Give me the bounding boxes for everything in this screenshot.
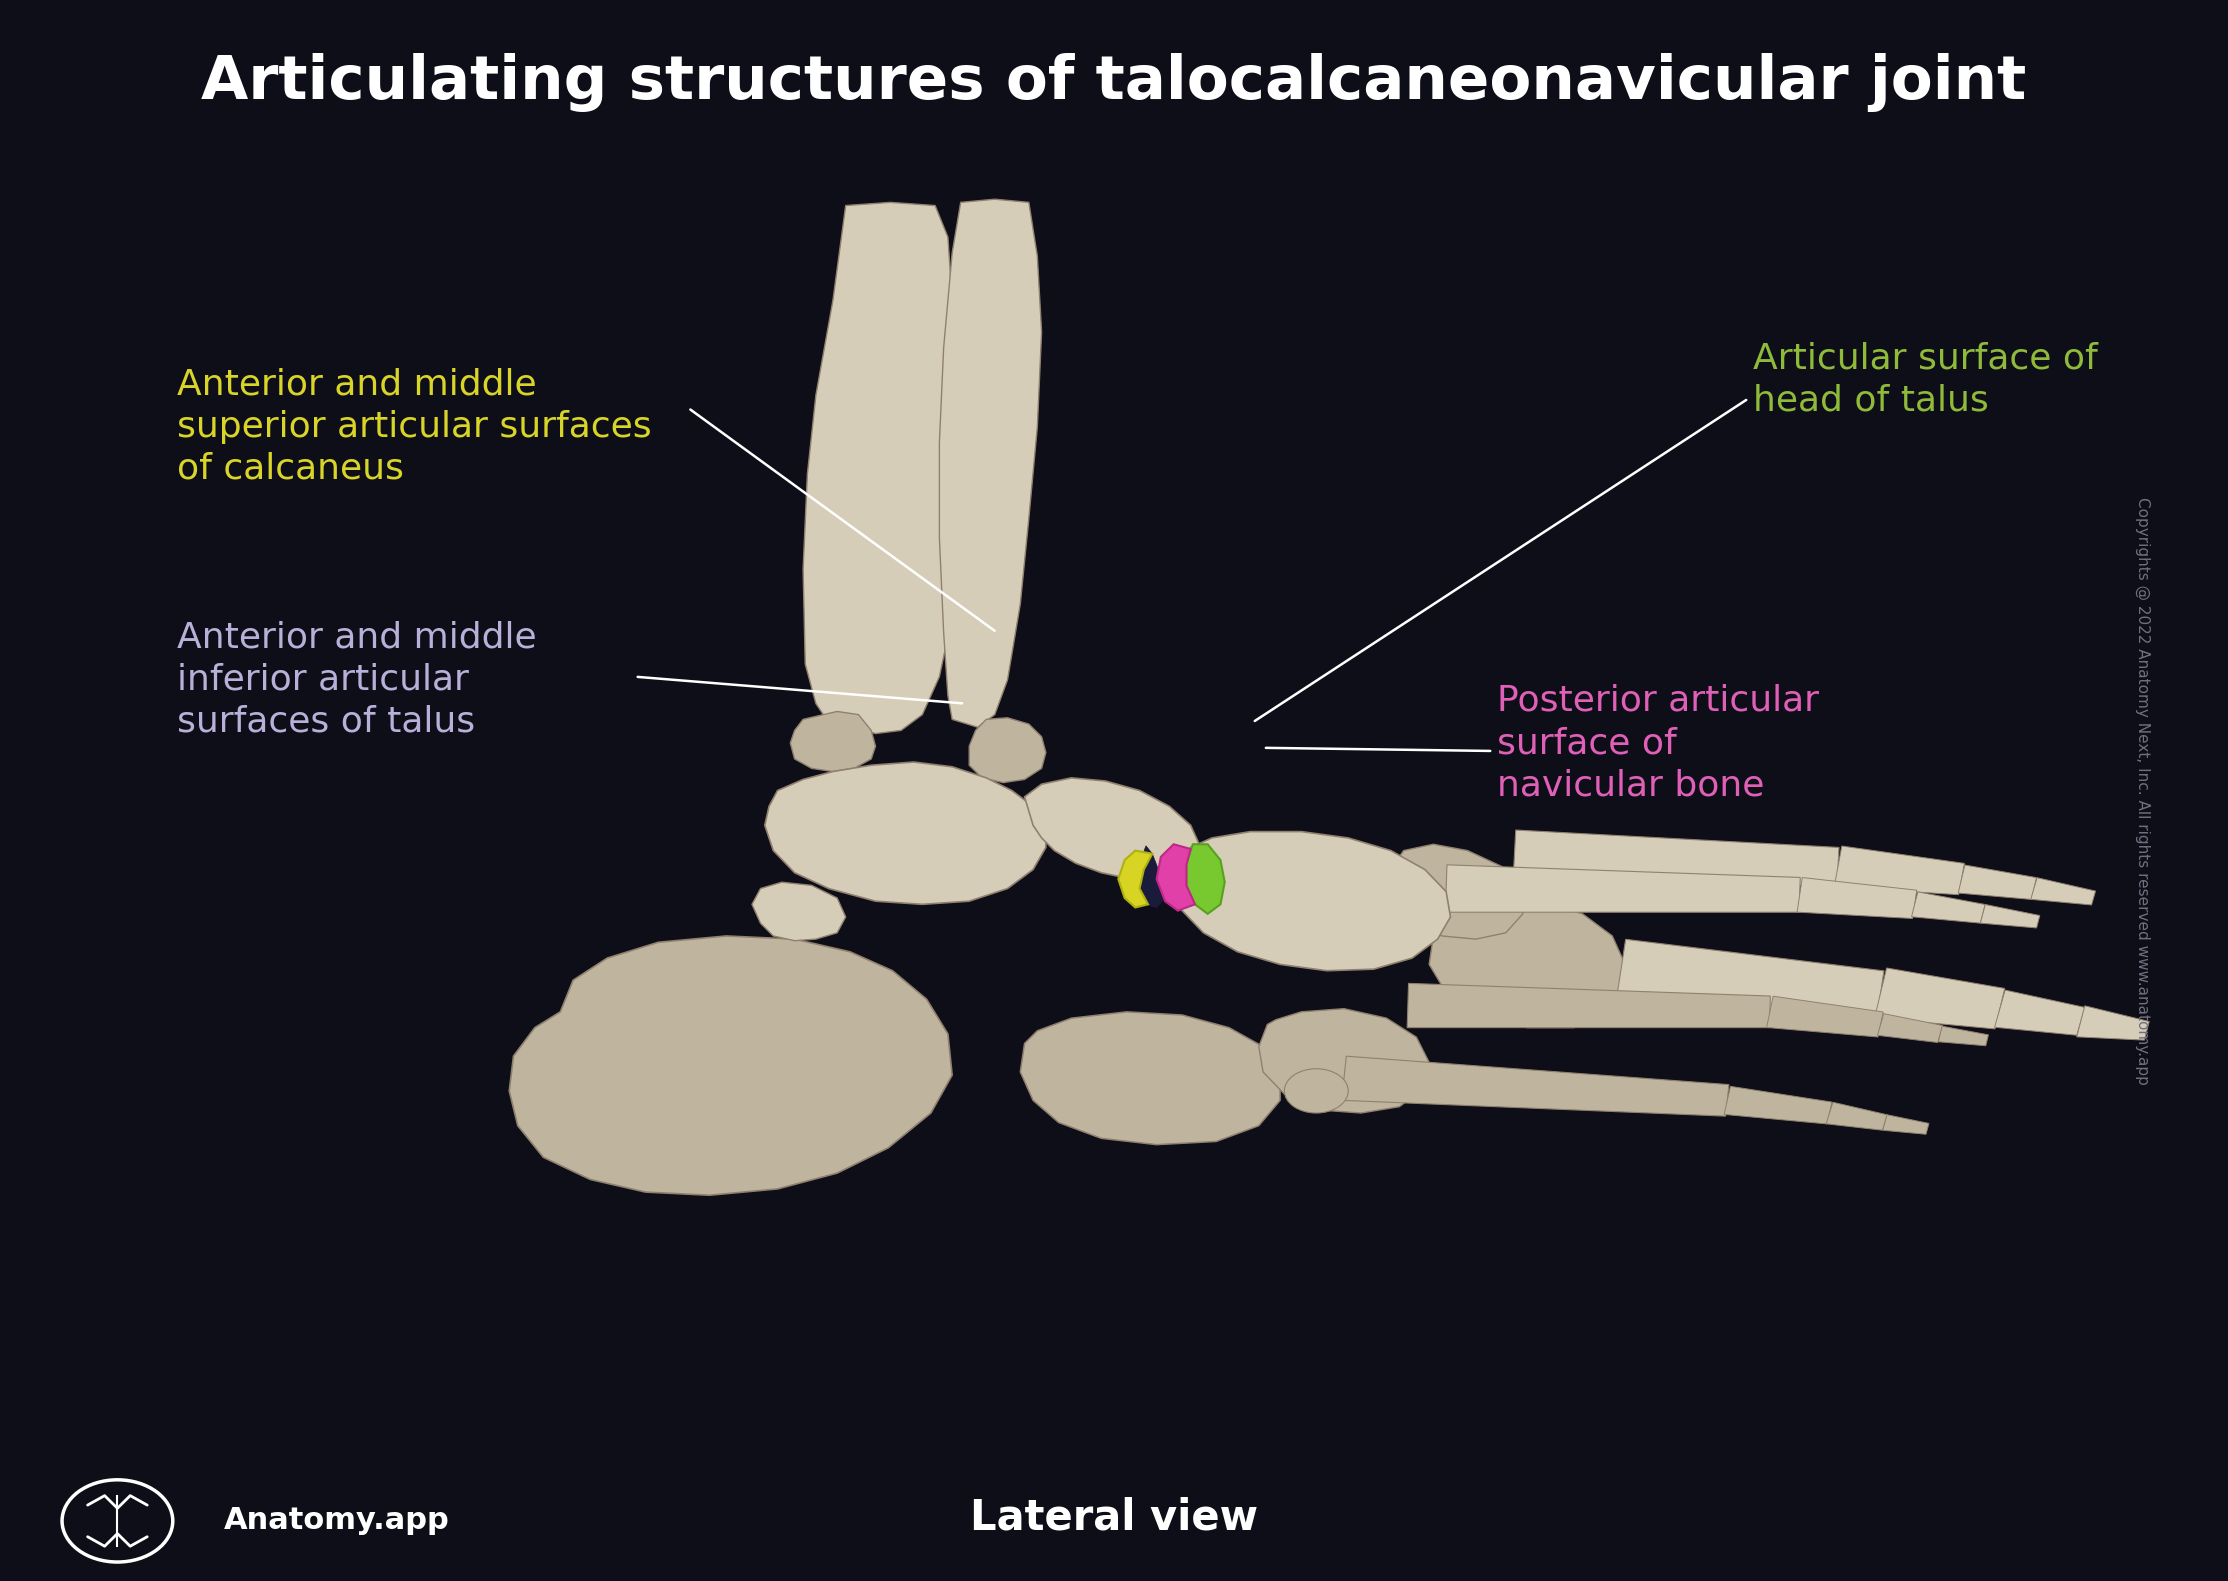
Polygon shape (1798, 877, 1916, 919)
Polygon shape (1446, 865, 1800, 912)
Polygon shape (1981, 904, 2041, 928)
Text: Lateral view: Lateral view (969, 1497, 1259, 1538)
Polygon shape (1938, 1026, 1987, 1045)
Polygon shape (1878, 1013, 1943, 1042)
Text: Articulating structures of talocalcaneonavicular joint: Articulating structures of talocalcaneon… (201, 52, 2027, 112)
Polygon shape (1994, 990, 2085, 1036)
Polygon shape (1912, 892, 1985, 923)
Polygon shape (1341, 1056, 1729, 1116)
Polygon shape (1724, 1086, 1831, 1124)
Polygon shape (1390, 844, 1524, 939)
Polygon shape (2076, 1006, 2150, 1040)
Text: Articular surface of
head of talus: Articular surface of head of talus (1753, 341, 2097, 417)
Polygon shape (1136, 846, 1165, 907)
Polygon shape (1020, 1012, 1281, 1145)
Polygon shape (1615, 939, 1885, 1015)
Polygon shape (2030, 877, 2097, 904)
Text: Anterior and middle
superior articular surfaces
of calcaneus: Anterior and middle superior articular s… (176, 368, 651, 485)
Polygon shape (1958, 865, 2036, 900)
Polygon shape (1259, 1009, 1428, 1113)
Polygon shape (940, 199, 1043, 727)
Polygon shape (1834, 846, 1965, 895)
Ellipse shape (1283, 1069, 1348, 1113)
Polygon shape (1513, 830, 1838, 885)
Polygon shape (1025, 778, 1199, 879)
Polygon shape (764, 762, 1045, 904)
Text: Posterior articular
surface of
navicular bone: Posterior articular surface of navicular… (1497, 685, 1820, 802)
Polygon shape (802, 202, 965, 734)
Polygon shape (1118, 851, 1152, 907)
Polygon shape (753, 882, 847, 941)
Polygon shape (969, 718, 1045, 783)
Polygon shape (791, 711, 876, 772)
Text: Copyrights @ 2022 Anatomy Next, Inc. All rights reserved www.anatomy.app: Copyrights @ 2022 Anatomy Next, Inc. All… (2134, 496, 2150, 1085)
Polygon shape (1428, 901, 1624, 1028)
Polygon shape (1185, 844, 1225, 914)
Polygon shape (1827, 1102, 1887, 1130)
Text: Anterior and middle
inferior articular
surfaces of talus: Anterior and middle inferior articular s… (176, 621, 537, 738)
Polygon shape (1874, 968, 2005, 1029)
Polygon shape (1174, 832, 1450, 971)
Polygon shape (1767, 996, 1883, 1037)
Polygon shape (510, 936, 951, 1195)
Text: Anatomy.app: Anatomy.app (223, 1507, 450, 1535)
Polygon shape (1408, 983, 1771, 1028)
Polygon shape (1883, 1115, 1929, 1134)
Polygon shape (1156, 844, 1194, 911)
